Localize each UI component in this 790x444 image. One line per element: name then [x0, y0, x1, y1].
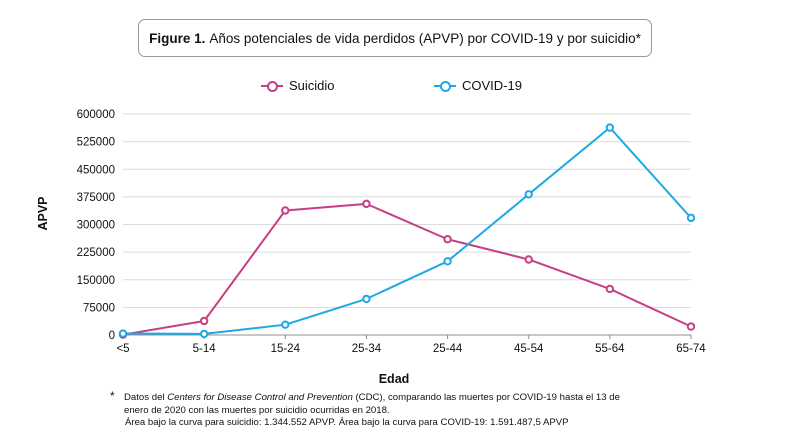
legend-marker-covid [434, 80, 456, 92]
data-point-covid-19 [605, 123, 615, 132]
series-line-suicidio [122, 202, 692, 336]
y-tick-label: 300000 [77, 220, 115, 232]
series-line-covid-19 [122, 126, 692, 335]
x-tick-label: 55-64 [595, 343, 625, 355]
data-point-suicidio [524, 255, 533, 264]
y-tick-label: 75000 [83, 302, 115, 314]
figure-title-label: Figure 1. [149, 30, 206, 46]
data-point-suicidio [605, 284, 615, 294]
footnote-line-1-pre: Datos del [124, 392, 168, 403]
x-tick-label: 25-34 [352, 343, 382, 355]
figure-title-text: Años potenciales de vida perdidos (APVP)… [209, 30, 641, 46]
legend-item-suicidio: Suicidio [261, 78, 335, 93]
data-point-suicidio [362, 199, 371, 209]
data-point-suicidio [281, 206, 290, 215]
data-point-covid-19 [118, 329, 128, 338]
data-point-covid-19 [686, 213, 696, 223]
footnote-line-3: Área bajo la curva para suicidio: 1.344.… [125, 417, 569, 428]
y-tick-label: 600000 [77, 109, 115, 121]
footnote: * Datos del Centers for Disease Control … [110, 389, 730, 430]
legend-label-covid: COVID-19 [462, 78, 522, 93]
x-tick-label: 25-44 [433, 343, 463, 355]
y-tick-label: 225000 [77, 247, 115, 259]
footnote-line-2: enero de 2020 con las muertes por suicid… [124, 404, 390, 416]
legend-item-covid: COVID-19 [434, 78, 522, 93]
data-point-covid-19 [199, 329, 209, 339]
figure-title: Figure 1. Años potenciales de vida perdi… [138, 19, 652, 57]
data-point-covid-19 [524, 190, 533, 199]
x-axis-title: Edad [379, 372, 410, 386]
data-point-suicidio [443, 235, 452, 244]
legend-label-suicidio: Suicidio [289, 78, 335, 93]
x-tick-label: <5 [116, 343, 129, 355]
line-chart: 0 75000 150000 225000 300000 375000 450000 5250… [36, 109, 706, 386]
x-tick-label: 15-24 [271, 343, 301, 355]
data-point-covid-19 [281, 320, 290, 329]
chart-legend: Suicidio COVID-19 [0, 78, 790, 96]
y-tick-label: 0 [109, 330, 115, 342]
y-axis-title: APVP [36, 196, 50, 230]
y-tick-label: 150000 [77, 275, 115, 287]
footnote-line-1: Datos del Centers for Disease Control an… [110, 392, 730, 405]
y-tick-label: 375000 [77, 192, 115, 204]
data-point-covid-19 [443, 257, 452, 266]
data-point-suicidio [199, 316, 209, 326]
x-tick-label: 45-54 [514, 343, 544, 355]
x-tick-label: 65-74 [676, 343, 706, 355]
y-tick-label: 450000 [77, 164, 115, 176]
footnote-line-1-post: (CDC), comparando las muertes por COVID-… [352, 392, 620, 403]
data-point-covid-19 [362, 294, 371, 304]
y-tick-label: 525000 [77, 137, 115, 149]
x-tick-label: 5-14 [193, 343, 217, 355]
data-point-suicidio [686, 322, 696, 331]
legend-marker-suicidio [261, 80, 283, 92]
footnote-cdc-name: Centers for Disease Control and Preventi… [167, 392, 353, 403]
footnote-star: * [110, 389, 115, 403]
